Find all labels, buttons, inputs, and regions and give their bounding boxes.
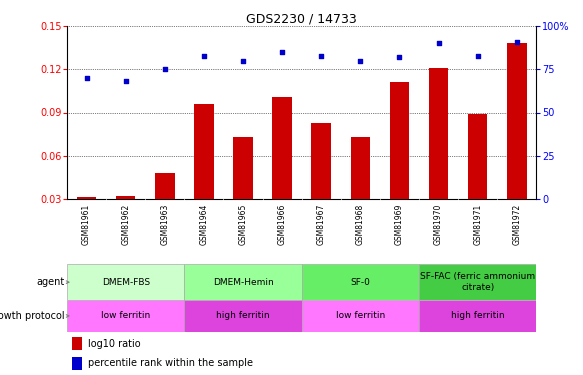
Text: GSM81965: GSM81965 <box>238 204 248 245</box>
Text: low ferritin: low ferritin <box>101 311 150 320</box>
Point <box>434 40 443 46</box>
Text: growth protocol: growth protocol <box>0 311 64 321</box>
Text: GSM81962: GSM81962 <box>121 204 130 245</box>
Text: GSM81967: GSM81967 <box>317 204 326 245</box>
Bar <box>272 97 292 199</box>
Bar <box>155 173 174 199</box>
Bar <box>419 264 536 300</box>
Text: GSM81969: GSM81969 <box>395 204 404 245</box>
Bar <box>233 137 253 199</box>
Point <box>121 78 131 84</box>
Text: SF-0: SF-0 <box>350 278 370 286</box>
Text: log10 ratio: log10 ratio <box>88 339 141 348</box>
Text: agent: agent <box>36 277 64 287</box>
Point <box>160 66 170 72</box>
Point <box>356 58 365 64</box>
Text: high ferritin: high ferritin <box>451 311 504 320</box>
Bar <box>389 82 409 199</box>
Text: DMEM-FBS: DMEM-FBS <box>101 278 150 286</box>
Text: GSM81964: GSM81964 <box>199 204 209 245</box>
Point <box>278 49 287 55</box>
Bar <box>67 300 184 332</box>
Text: GSM81968: GSM81968 <box>356 204 365 245</box>
Bar <box>507 44 526 199</box>
Bar <box>184 300 302 332</box>
Text: GSM81961: GSM81961 <box>82 204 91 245</box>
Text: GSM81963: GSM81963 <box>160 204 169 245</box>
Bar <box>77 197 96 199</box>
Bar <box>468 114 487 199</box>
Bar <box>311 123 331 199</box>
Point <box>317 53 326 58</box>
Text: percentile rank within the sample: percentile rank within the sample <box>88 358 253 368</box>
Point <box>82 75 92 81</box>
Text: GSM81970: GSM81970 <box>434 204 443 245</box>
Text: SF-FAC (ferric ammonium
citrate): SF-FAC (ferric ammonium citrate) <box>420 273 535 292</box>
Bar <box>429 68 448 199</box>
Bar <box>302 300 419 332</box>
Text: DMEM-Hemin: DMEM-Hemin <box>213 278 273 286</box>
Bar <box>72 357 82 370</box>
Text: GSM81971: GSM81971 <box>473 204 482 245</box>
Text: high ferritin: high ferritin <box>216 311 270 320</box>
Bar <box>184 264 302 300</box>
Title: GDS2230 / 14733: GDS2230 / 14733 <box>247 12 357 25</box>
Bar <box>302 264 419 300</box>
Bar <box>67 264 184 300</box>
Text: low ferritin: low ferritin <box>336 311 385 320</box>
Point <box>238 58 248 64</box>
Point <box>512 39 521 45</box>
Text: GSM81966: GSM81966 <box>278 204 287 245</box>
Bar <box>116 196 135 199</box>
Point <box>473 53 482 58</box>
Point <box>199 53 209 58</box>
Bar <box>419 300 536 332</box>
Bar <box>194 104 214 199</box>
Point <box>395 54 404 60</box>
Bar <box>72 337 82 350</box>
Bar <box>350 137 370 199</box>
Text: GSM81972: GSM81972 <box>512 204 521 245</box>
